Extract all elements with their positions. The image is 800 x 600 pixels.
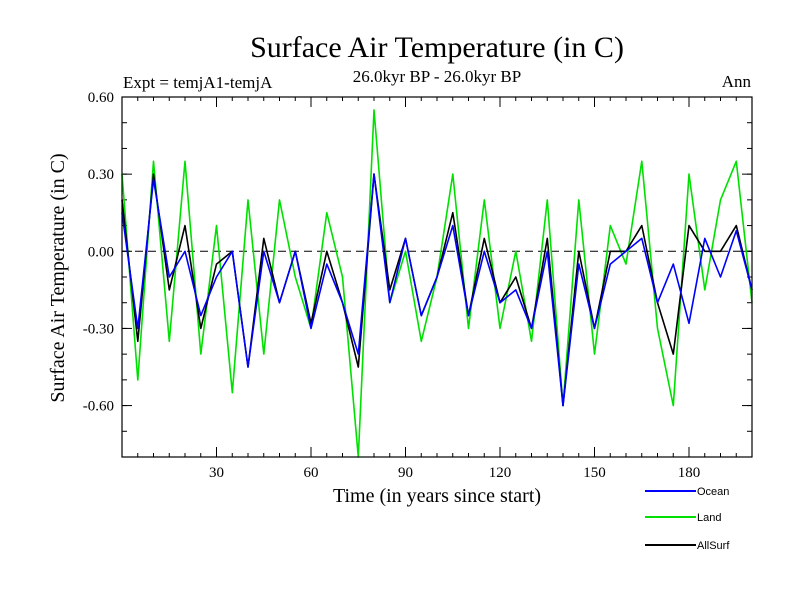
- y-tick-label: 0.60: [88, 90, 114, 106]
- y-tick-label: -0.30: [83, 321, 114, 337]
- chart-subtitle: 26.0kyr BP - 26.0kyr BP: [353, 67, 521, 86]
- chart-title: Surface Air Temperature (in C): [250, 31, 624, 64]
- season-label: Ann: [722, 72, 752, 91]
- legend-label-ocean: Ocean: [697, 486, 729, 498]
- experiment-label: Expt = temjA1-temjA: [123, 73, 273, 92]
- x-axis-label: Time (in years since start): [333, 485, 541, 507]
- x-tick-label: 30: [209, 465, 224, 481]
- y-tick-label: -0.60: [83, 399, 114, 415]
- series-line-allsurf: [121, 173, 753, 407]
- x-tick-label: 180: [678, 465, 701, 481]
- x-tick-label: 120: [489, 465, 512, 481]
- legend: Ocean Land AllSurf: [645, 486, 730, 552]
- plot-frame: [121, 96, 753, 458]
- plot-area: 30 60 90 120 150 180 -0.60 -0.30 0.00 0.30 0.60: [83, 90, 753, 481]
- series-line-land: [121, 109, 753, 458]
- x-tick-label: 90: [398, 465, 413, 481]
- y-axis-label: Surface Air Temperature (in C): [47, 153, 69, 402]
- y-tick-label: 0.30: [88, 167, 114, 183]
- legend-label-land: Land: [697, 512, 721, 524]
- y-tick-label: 0.00: [88, 244, 114, 260]
- x-tick-label: 60: [304, 465, 319, 481]
- x-tick-label: 150: [583, 465, 606, 481]
- legend-label-allsurf: AllSurf: [697, 540, 730, 552]
- series-line-ocean: [121, 173, 753, 407]
